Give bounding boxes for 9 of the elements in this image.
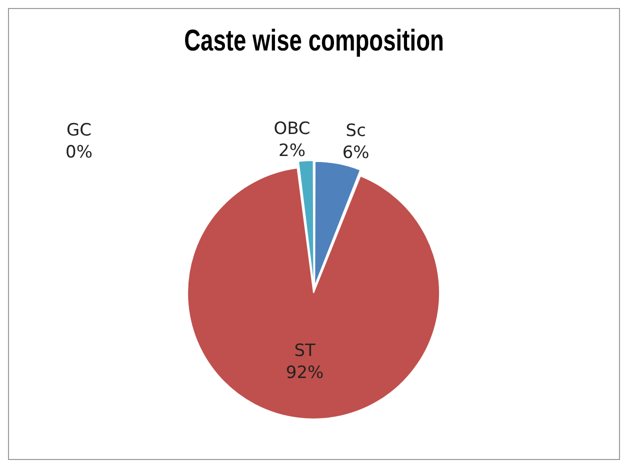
slice-label: ST: [294, 340, 316, 361]
category-label: GC: [66, 120, 92, 140]
data-label: 92%: [286, 362, 324, 383]
chart-title: Caste wise composition: [184, 23, 444, 58]
data-label: 2%: [278, 140, 306, 161]
data-label: 6%: [342, 143, 370, 164]
text: 0%: [66, 142, 92, 162]
slice-label: OBC: [274, 118, 310, 139]
slice-label: Sc: [346, 121, 366, 142]
